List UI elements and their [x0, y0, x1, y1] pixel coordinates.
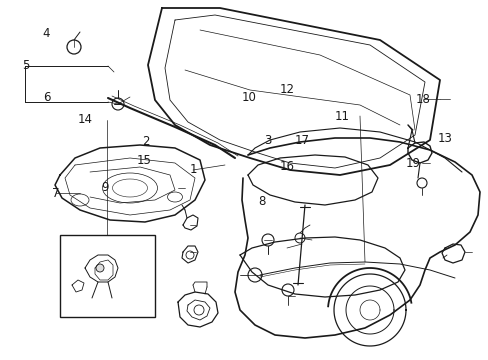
Text: 18: 18 [415, 93, 429, 105]
Text: 12: 12 [280, 83, 294, 96]
Text: 2: 2 [142, 135, 149, 148]
Circle shape [247, 268, 262, 282]
Text: 1: 1 [189, 163, 197, 176]
Text: 7: 7 [52, 187, 60, 200]
Circle shape [96, 264, 104, 272]
Text: 15: 15 [137, 154, 151, 167]
Circle shape [294, 233, 305, 243]
Text: 9: 9 [101, 181, 109, 194]
Text: 13: 13 [437, 132, 451, 145]
Circle shape [282, 284, 293, 296]
Text: 3: 3 [264, 134, 271, 147]
Bar [60, 235, 155, 317]
Text: 8: 8 [257, 195, 265, 208]
Text: 10: 10 [242, 91, 256, 104]
Text: 14: 14 [78, 113, 93, 126]
Text: 19: 19 [405, 157, 420, 170]
Circle shape [262, 234, 273, 246]
Circle shape [112, 98, 124, 110]
Text: 5: 5 [21, 59, 29, 72]
Circle shape [416, 178, 426, 188]
Text: 6: 6 [42, 91, 50, 104]
Text: 4: 4 [42, 27, 50, 40]
Text: 11: 11 [334, 110, 349, 123]
Text: 17: 17 [294, 134, 309, 147]
Text: 16: 16 [280, 160, 294, 173]
